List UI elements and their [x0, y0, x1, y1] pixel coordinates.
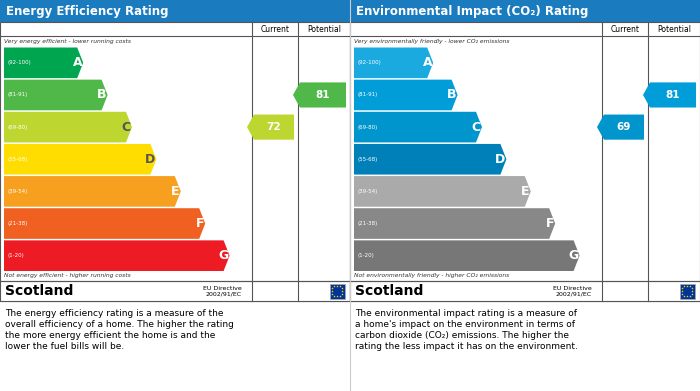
Text: (69-80): (69-80)	[7, 125, 27, 129]
Polygon shape	[4, 144, 156, 174]
Text: carbon dioxide (CO₂) emissions. The higher the: carbon dioxide (CO₂) emissions. The high…	[355, 331, 569, 340]
Text: Environmental Impact (CO₂) Rating: Environmental Impact (CO₂) Rating	[356, 5, 589, 18]
Text: F: F	[196, 217, 204, 230]
Bar	[350, 281, 700, 301]
Text: EU Directive: EU Directive	[553, 287, 592, 292]
Text: 2002/91/EC: 2002/91/EC	[206, 292, 242, 296]
Text: (92-100): (92-100)	[7, 60, 31, 65]
Polygon shape	[354, 240, 580, 271]
Text: D: D	[145, 153, 155, 166]
Bar	[0, 281, 350, 301]
Polygon shape	[354, 144, 506, 174]
Bar	[0, 0, 350, 22]
Polygon shape	[4, 80, 108, 110]
Text: (81-91): (81-91)	[7, 92, 27, 97]
Bar	[350, 22, 700, 301]
Text: A: A	[423, 56, 432, 69]
Text: Current: Current	[260, 25, 290, 34]
Text: 2002/91/EC: 2002/91/EC	[556, 292, 592, 296]
Text: (1-20): (1-20)	[357, 253, 374, 258]
Polygon shape	[354, 176, 531, 207]
Bar	[330, 283, 344, 298]
Text: Scotland: Scotland	[355, 284, 423, 298]
Text: Not energy efficient - higher running costs: Not energy efficient - higher running co…	[4, 273, 131, 278]
Text: F: F	[546, 217, 554, 230]
Text: Potential: Potential	[307, 25, 341, 34]
Text: E: E	[522, 185, 530, 198]
Bar	[680, 283, 694, 298]
Text: (55-68): (55-68)	[357, 157, 377, 162]
Polygon shape	[247, 115, 294, 140]
Text: rating the less impact it has on the environment.: rating the less impact it has on the env…	[355, 342, 578, 351]
Text: B: B	[447, 88, 456, 101]
Text: C: C	[472, 120, 481, 134]
Text: (1-20): (1-20)	[7, 253, 24, 258]
Text: The environmental impact rating is a measure of: The environmental impact rating is a mea…	[355, 309, 577, 318]
Text: 72: 72	[267, 122, 281, 132]
Text: (39-54): (39-54)	[357, 189, 377, 194]
Text: A: A	[73, 56, 82, 69]
Text: 81: 81	[316, 90, 330, 100]
Text: Current: Current	[610, 25, 640, 34]
Text: G: G	[568, 249, 579, 262]
Bar	[350, 0, 700, 22]
Text: the more energy efficient the home is and the: the more energy efficient the home is an…	[5, 331, 216, 340]
Polygon shape	[293, 83, 346, 108]
Text: (39-54): (39-54)	[7, 189, 27, 194]
Polygon shape	[354, 80, 458, 110]
Polygon shape	[4, 112, 132, 142]
Text: D: D	[495, 153, 505, 166]
Text: 81: 81	[666, 90, 680, 100]
Text: Potential: Potential	[657, 25, 691, 34]
Text: The energy efficiency rating is a measure of the: The energy efficiency rating is a measur…	[5, 309, 223, 318]
Polygon shape	[4, 240, 230, 271]
Text: EU Directive: EU Directive	[203, 287, 242, 292]
Polygon shape	[643, 83, 696, 108]
Text: (21-38): (21-38)	[357, 221, 377, 226]
Text: Not environmentally friendly - higher CO₂ emissions: Not environmentally friendly - higher CO…	[354, 273, 510, 278]
Text: lower the fuel bills will be.: lower the fuel bills will be.	[5, 342, 125, 351]
Text: Energy Efficiency Rating: Energy Efficiency Rating	[6, 5, 169, 18]
Text: (55-68): (55-68)	[7, 157, 27, 162]
Text: (92-100): (92-100)	[357, 60, 381, 65]
Polygon shape	[354, 112, 482, 142]
Bar	[0, 22, 350, 301]
Text: G: G	[218, 249, 229, 262]
Polygon shape	[4, 176, 181, 207]
Text: C: C	[122, 120, 131, 134]
Text: Scotland: Scotland	[5, 284, 74, 298]
Polygon shape	[597, 115, 644, 140]
Polygon shape	[4, 208, 205, 239]
Text: (81-91): (81-91)	[357, 92, 377, 97]
Text: B: B	[97, 88, 106, 101]
Text: Very environmentally friendly - lower CO₂ emissions: Very environmentally friendly - lower CO…	[354, 38, 510, 43]
Text: a home's impact on the environment in terms of: a home's impact on the environment in te…	[355, 320, 575, 329]
Polygon shape	[354, 208, 555, 239]
Text: 69: 69	[617, 122, 631, 132]
Polygon shape	[354, 47, 433, 78]
Text: Very energy efficient - lower running costs: Very energy efficient - lower running co…	[4, 38, 131, 43]
Text: overall efficiency of a home. The higher the rating: overall efficiency of a home. The higher…	[5, 320, 234, 329]
Text: (21-38): (21-38)	[7, 221, 27, 226]
Text: (69-80): (69-80)	[357, 125, 377, 129]
Polygon shape	[4, 47, 83, 78]
Text: E: E	[172, 185, 180, 198]
